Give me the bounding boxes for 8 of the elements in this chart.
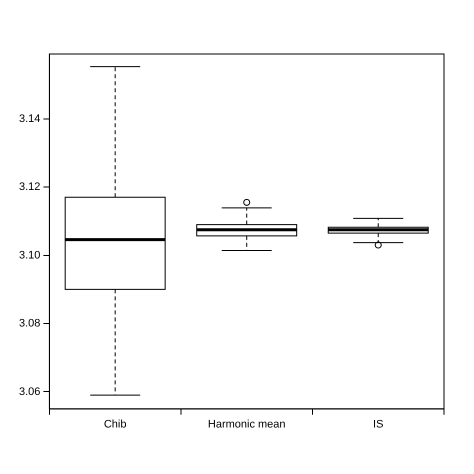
y-tick-label: 3.08	[18, 318, 40, 330]
y-tick-label: 3.14	[18, 112, 40, 125]
x-tick-label: Harmonic mean	[208, 418, 286, 430]
y-tick-label: 3.06	[18, 386, 40, 398]
x-tick-label: Chib	[104, 418, 126, 430]
y-tick-label: 3.12	[18, 181, 40, 194]
x-tick-label: IS	[373, 418, 384, 430]
y-tick-label: 3.10	[18, 249, 40, 262]
